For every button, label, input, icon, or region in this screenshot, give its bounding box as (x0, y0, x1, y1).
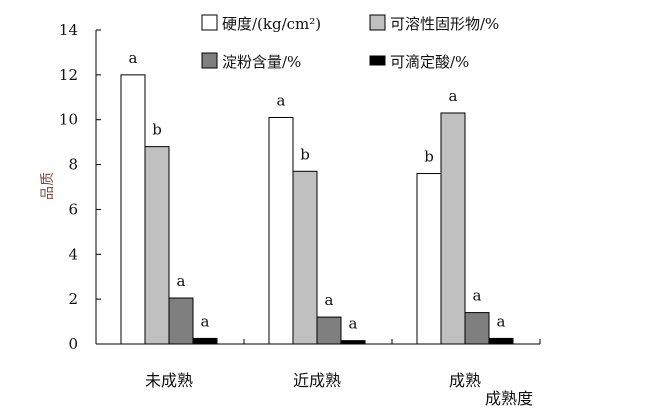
bars (120, 74, 514, 345)
significance-label: a (277, 91, 286, 109)
significance-label: a (449, 87, 458, 105)
legend-swatch (369, 55, 386, 66)
y-tick-label: 0 (68, 335, 78, 353)
bar (316, 316, 342, 345)
bar (464, 312, 490, 345)
legend-swatch (201, 52, 218, 69)
x-tick-label: 未成熟 (145, 371, 193, 390)
legend-label: 淀粉含量/% (222, 53, 301, 71)
significance-label: a (497, 312, 506, 330)
bar (292, 170, 318, 345)
bar (144, 146, 170, 345)
significance-label: a (129, 49, 138, 67)
y-tick-label: 14 (59, 21, 78, 39)
legend-swatch (201, 14, 218, 31)
significance-label: a (177, 272, 186, 290)
y-tick-label: 4 (68, 245, 78, 263)
legend-label: 可溶性固形物/% (390, 15, 499, 33)
significance-label: b (424, 148, 434, 166)
x-tick-label: 近成熟 (293, 371, 341, 390)
y-tick-label: 2 (68, 290, 78, 308)
significance-label: a (325, 291, 334, 309)
bar (168, 297, 194, 345)
significance-label: b (300, 145, 310, 163)
x-axis-label: 成熟度 (485, 389, 533, 408)
bar (192, 337, 218, 345)
axes: 0 2 4 6 8 10 12 14 (59, 21, 541, 353)
significance-label: a (349, 315, 358, 333)
legend-label: 硬度/(kg/cm²) (222, 15, 321, 33)
legend: 硬度/(kg/cm²) 可溶性固形物/% 淀粉含量/% 可滴定酸/% (201, 14, 499, 71)
legend-label: 可滴定酸/% (390, 53, 469, 71)
bar (120, 74, 146, 345)
significance-label: a (201, 312, 210, 330)
bar (416, 173, 442, 345)
y-tick-label: 10 (59, 111, 78, 129)
bar (440, 112, 466, 345)
bar (340, 340, 366, 345)
x-tick-label: 成熟 (449, 371, 481, 390)
y-tick-label: 6 (68, 200, 78, 218)
significance-label: b (152, 121, 162, 139)
significance-label: a (473, 287, 482, 305)
bar (268, 116, 294, 345)
legend-swatch (369, 14, 386, 31)
y-tick-label: 8 (68, 156, 78, 174)
bar (488, 337, 514, 345)
y-tick-label: 12 (59, 66, 78, 84)
y-axis-label: 品质 (40, 172, 56, 200)
